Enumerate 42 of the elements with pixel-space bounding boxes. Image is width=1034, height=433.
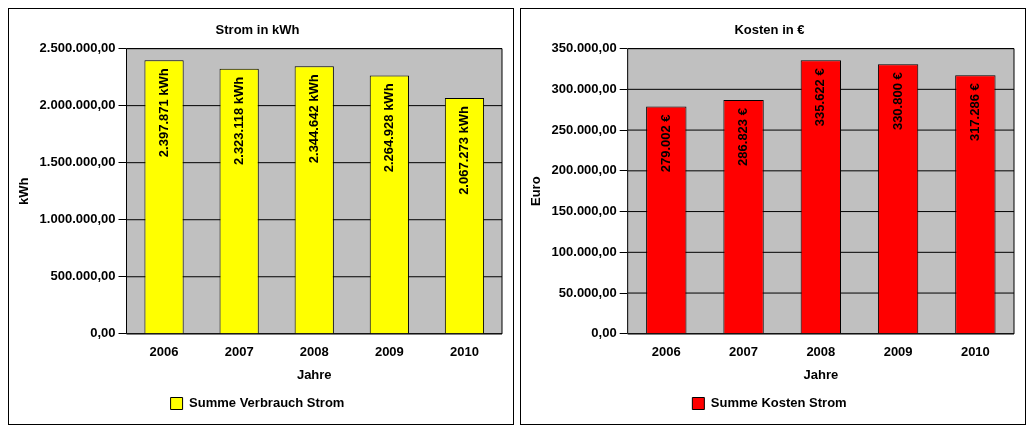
chart-title: Kosten in € xyxy=(734,22,805,38)
y-tick-label: 100.000,00 xyxy=(551,243,617,259)
y-tick-label: 250.000,00 xyxy=(551,121,617,137)
x-tick-label: 2009 xyxy=(883,344,913,360)
x-tick-label: 2008 xyxy=(806,344,836,360)
x-tick-label: 2006 xyxy=(149,344,179,360)
data-label: 330.800 € xyxy=(889,72,905,131)
y-tick-label: 300.000,00 xyxy=(551,80,617,96)
y-axis-title: kWh xyxy=(16,177,32,205)
y-axis-title: Euro xyxy=(528,176,544,207)
y-tick-label: 150.000,00 xyxy=(551,203,617,219)
x-tick-label: 2007 xyxy=(224,344,254,360)
data-label: 317.286 € xyxy=(966,83,982,142)
legend-label: Summe Verbrauch Strom xyxy=(189,395,345,411)
data-label: 2.067.273 kWh xyxy=(456,105,472,195)
y-tick-label: 2.500.000,00 xyxy=(39,40,116,56)
data-label: 2.344.642 kWh xyxy=(305,74,321,164)
x-tick-label: 2008 xyxy=(299,344,329,360)
x-tick-label: 2010 xyxy=(960,344,990,360)
x-axis-title: Jahre xyxy=(296,366,332,382)
y-tick-label: 1.000.000,00 xyxy=(39,211,116,227)
x-axis-title: Jahre xyxy=(803,366,839,382)
x-tick-label: 2006 xyxy=(651,344,681,360)
data-label: 286.823 € xyxy=(735,108,751,166)
legend-label: Summe Kosten Strom xyxy=(710,395,847,411)
y-tick-label: 500.000,00 xyxy=(50,268,116,284)
y-tick-label: 200.000,00 xyxy=(551,162,617,178)
data-label: 279.002 € xyxy=(657,114,673,173)
y-tick-label: 350.000,00 xyxy=(551,40,617,56)
y-tick-label: 2.000.000,00 xyxy=(39,97,116,113)
data-label: 335.622 € xyxy=(812,68,828,127)
y-tick-label: 0,00 xyxy=(90,325,116,341)
y-tick-label: 0,00 xyxy=(591,325,617,341)
x-tick-label: 2010 xyxy=(449,344,479,360)
data-label: 2.323.118 kWh xyxy=(230,76,246,165)
y-tick-label: 1.500.000,00 xyxy=(39,154,116,170)
chart-title: Strom in kWh xyxy=(215,22,300,38)
x-tick-label: 2007 xyxy=(729,344,759,360)
data-label: 2.397.871 kWh xyxy=(155,68,171,158)
y-tick-label: 50.000,00 xyxy=(558,284,617,300)
data-label: 2.264.928 kWh xyxy=(380,83,396,173)
x-tick-label: 2009 xyxy=(374,344,404,360)
